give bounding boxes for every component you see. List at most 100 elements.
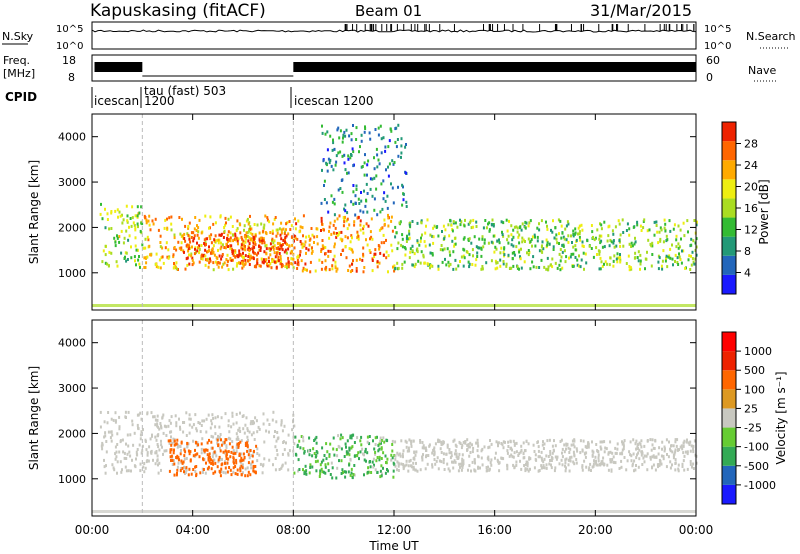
heatmap-cell: [247, 453, 250, 457]
heatmap-cell: [533, 466, 536, 470]
heatmap-cell: [516, 266, 519, 270]
heatmap-cell: [651, 438, 654, 442]
heatmap-cell: [546, 243, 549, 247]
heatmap-cell: [529, 467, 531, 471]
heatmap-cell: [398, 221, 401, 225]
heatmap-cell: [266, 418, 269, 422]
heatmap-cell: [252, 241, 255, 245]
heatmap-cell: [351, 250, 354, 254]
heatmap-cell: [300, 259, 303, 263]
heatmap-cell: [443, 235, 446, 239]
heatmap-cell: [114, 419, 117, 423]
heatmap-cell: [336, 267, 339, 271]
heatmap-cell: [126, 220, 129, 224]
heatmap-cell: [349, 434, 352, 438]
heatmap-cell: [507, 241, 510, 245]
heatmap-cell: [363, 161, 366, 165]
heatmap-cell: [499, 264, 502, 268]
heatmap-cell: [218, 455, 221, 459]
heatmap-cell: [584, 252, 587, 256]
heatmap-cell: [579, 439, 582, 443]
nsearch-label: N.Search: [746, 30, 796, 43]
heatmap-cell: [184, 450, 187, 454]
heatmap-cell: [196, 224, 198, 228]
heatmap-cell: [116, 471, 118, 475]
heatmap-cell: [602, 456, 605, 460]
heatmap-cell: [348, 134, 351, 138]
heatmap-cell: [108, 227, 111, 231]
heatmap-cell: [511, 238, 514, 242]
heatmap-cell: [231, 411, 234, 415]
heatmap-cell: [327, 462, 330, 466]
heatmap-cell: [679, 258, 682, 261]
heatmap-cell: [558, 242, 560, 245]
heatmap-cell: [334, 260, 337, 264]
heatmap-cell: [344, 475, 347, 479]
heatmap-cell: [116, 443, 119, 446]
heatmap-cell: [397, 241, 400, 245]
heatmap-cell: [165, 449, 168, 453]
heatmap-cell: [205, 448, 207, 452]
heatmap-cell: [383, 191, 386, 195]
heatmap-cell: [125, 469, 128, 473]
heatmap-cell: [280, 421, 283, 425]
colorbar-swatch: [722, 141, 736, 161]
heatmap-cell: [510, 224, 513, 228]
heatmap-cell: [522, 441, 525, 445]
heatmap-cell: [209, 458, 212, 462]
heatmap-cell: [603, 262, 605, 266]
heatmap-cell: [431, 451, 434, 455]
heatmap-cell: [658, 230, 661, 234]
heatmap-cell: [185, 466, 188, 470]
heatmap-cell: [196, 441, 199, 445]
heatmap-cell: [628, 268, 631, 272]
heatmap-cell: [390, 215, 393, 219]
heatmap-cell: [315, 227, 318, 231]
heatmap-cell: [131, 205, 134, 209]
heatmap-cell: [387, 270, 389, 274]
heatmap-cell: [235, 264, 238, 268]
heatmap-cell: [488, 229, 491, 233]
heatmap-cell: [170, 222, 173, 226]
heatmap-cell: [541, 250, 544, 254]
heatmap-cell: [127, 410, 130, 414]
colorbar-tick-label: 100: [744, 383, 765, 396]
heatmap-cell: [238, 442, 240, 445]
heatmap-cell: [678, 448, 681, 452]
heatmap-cell: [454, 460, 457, 464]
heatmap-cell: [542, 464, 545, 468]
heatmap-cell: [469, 441, 472, 445]
heatmap-cell: [321, 260, 324, 264]
heatmap-cell: [496, 239, 499, 243]
heatmap-cell: [227, 245, 229, 248]
heatmap-cell: [646, 439, 649, 442]
heatmap-cell: [515, 225, 518, 229]
heatmap-cell: [393, 264, 396, 268]
heatmap-cell: [381, 472, 383, 476]
heatmap-cell: [134, 244, 137, 248]
heatmap-cell: [173, 246, 176, 249]
heatmap-cell: [248, 263, 251, 266]
heatmap-cell: [587, 468, 590, 472]
heatmap-cell: [180, 461, 183, 465]
heatmap-cell: [540, 245, 543, 249]
heatmap-cell: [135, 248, 138, 252]
heatmap-cell: [343, 455, 346, 458]
heatmap-cell: [106, 262, 109, 266]
heatmap-cell: [433, 453, 436, 457]
heatmap-cell: [540, 219, 543, 223]
heatmap-cell: [477, 465, 480, 469]
heatmap-cell: [519, 459, 521, 463]
heatmap-cell: [188, 262, 191, 266]
heatmap-cell: [434, 442, 437, 446]
heatmap-cell: [520, 444, 523, 448]
heatmap-cell: [676, 438, 679, 442]
heatmap-cell: [379, 436, 382, 440]
heatmap-cell: [206, 441, 209, 445]
heatmap-cell: [455, 444, 458, 448]
heatmap-cell: [400, 439, 403, 443]
heatmap-cell: [554, 226, 557, 230]
heatmap-cell: [639, 267, 641, 271]
heatmap-cell: [494, 456, 496, 460]
heatmap-cell: [186, 232, 189, 236]
